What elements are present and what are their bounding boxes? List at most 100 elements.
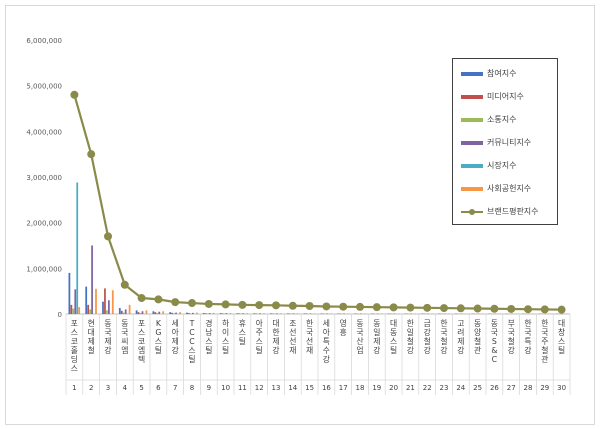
bar-6 <box>229 313 232 314</box>
bar-1 <box>118 308 121 314</box>
bar-4 <box>141 311 144 314</box>
rank-label: 14 <box>288 384 297 392</box>
legend: 참여지수 미디어지수 소통지수 커뮤니티지수 시장지수 사회공헌지수 브랜드평판지수 <box>452 58 558 225</box>
brand-index-point <box>154 295 163 304</box>
brand-index-point <box>490 304 499 313</box>
bar-4 <box>91 245 93 314</box>
bar-1 <box>152 311 155 314</box>
bar-1 <box>286 313 289 314</box>
brand-index-point <box>272 301 280 310</box>
bar-4 <box>175 312 177 314</box>
bar-4 <box>242 313 245 314</box>
bar-3 <box>173 313 175 314</box>
bar-1 <box>169 312 172 314</box>
rank-label: 26 <box>490 384 499 392</box>
legend-swatch <box>461 186 483 191</box>
brand-index-point <box>356 302 364 311</box>
rank-label: 9 <box>207 384 211 392</box>
rank-label: 30 <box>557 384 566 392</box>
y-tick-label: 6,000,000 <box>26 37 62 45</box>
brand-index-point <box>473 304 482 313</box>
legend-label: 사회공헌지수 <box>487 184 532 193</box>
brand-index-point <box>372 303 381 312</box>
legend-item: 시장지수 <box>461 154 557 177</box>
rank-label: 25 <box>473 384 482 392</box>
bar-6 <box>162 311 165 314</box>
bar-5 <box>76 182 79 314</box>
bar-4 <box>259 313 261 314</box>
bar-2 <box>137 312 140 314</box>
bar-6 <box>330 313 333 314</box>
bar-2 <box>104 288 106 314</box>
bar-1 <box>135 310 138 314</box>
bar-1 <box>236 313 239 314</box>
brand-index-point <box>87 150 96 159</box>
bar-6 <box>246 313 249 314</box>
rank-label: 23 <box>440 384 449 392</box>
brand-index-point <box>322 302 331 311</box>
brand-index-point <box>288 301 297 310</box>
rank-label: 10 <box>221 384 230 392</box>
brand-index-point <box>137 294 146 303</box>
rank-label: 17 <box>339 384 348 392</box>
legend-item: 참여지수 <box>461 62 557 85</box>
rank-label: 29 <box>540 384 549 392</box>
brand-index-point <box>305 302 314 311</box>
bar-6 <box>212 312 215 314</box>
brand-index-point <box>456 304 465 313</box>
rank-label: 12 <box>255 384 264 392</box>
rank-label: 21 <box>406 384 415 392</box>
bar-4 <box>326 313 329 314</box>
bar-1 <box>270 313 272 314</box>
bar-1 <box>202 313 205 314</box>
rank-label: 3 <box>106 384 110 392</box>
y-tick-label: 3,000,000 <box>26 174 62 182</box>
bar-4 <box>225 313 228 314</box>
bar-1 <box>253 313 256 314</box>
legend-swatch <box>461 208 483 215</box>
legend-item: 커뮤니티지수 <box>461 131 557 154</box>
bar-1 <box>68 272 71 314</box>
legend-label: 커뮤니티지수 <box>487 138 532 147</box>
bar-4 <box>124 309 127 314</box>
bar-4 <box>192 312 194 314</box>
bar-6 <box>279 313 282 314</box>
rank-label: 11 <box>238 384 247 392</box>
rank-label: 2 <box>89 384 93 392</box>
bar-6 <box>111 290 114 314</box>
brand-index-point <box>440 304 448 313</box>
bar-6 <box>347 313 349 314</box>
bar-6 <box>95 288 97 314</box>
bar-3 <box>106 310 108 314</box>
bar-2 <box>87 304 90 314</box>
rank-label: 20 <box>389 384 398 392</box>
bar-3 <box>139 313 142 314</box>
bar-4 <box>108 300 110 314</box>
brand-index-point <box>540 305 549 314</box>
legend-label: 소통지수 <box>487 115 517 124</box>
bar-6 <box>78 307 81 314</box>
brand-index-point <box>238 300 247 309</box>
legend-item: 브랜드평판지수 <box>461 200 557 223</box>
legend-swatch <box>461 117 483 122</box>
brand-index-point <box>70 90 79 99</box>
brand-index-point <box>406 303 415 312</box>
legend-swatch <box>461 140 483 145</box>
